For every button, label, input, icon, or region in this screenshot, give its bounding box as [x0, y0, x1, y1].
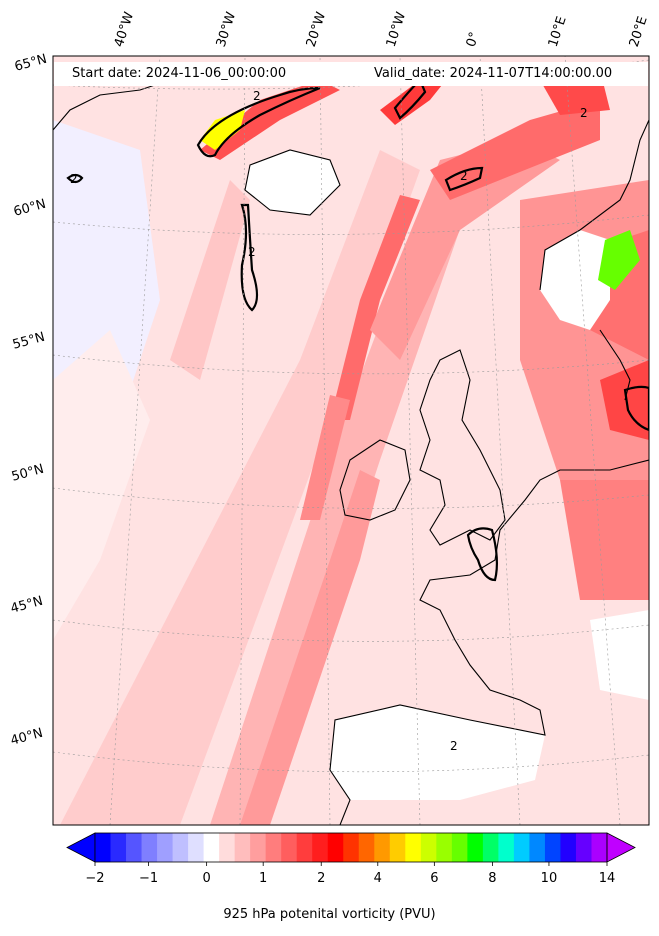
colorbar-swatch [420, 833, 437, 862]
colorbar-swatch [281, 833, 298, 862]
colorbar-tick-label: −2 [85, 871, 105, 886]
colorbar-swatch [157, 833, 174, 862]
colorbar-swatch [591, 833, 608, 862]
colorbar-tick-label: 14 [598, 871, 616, 886]
contour-label: 2 [580, 106, 588, 120]
header-band [54, 62, 648, 86]
contour-labels: 2 2 2 2 2 2 [70, 89, 588, 753]
colorbar-swatch [544, 833, 561, 862]
colorbar-outline [94, 832, 608, 863]
colorbar [66, 832, 636, 866]
colorbar-swatch [467, 833, 484, 862]
colorbar-swatch [327, 833, 344, 862]
colorbar-swatch [172, 833, 189, 862]
colorbar-swatch [188, 833, 205, 862]
colorbar-swatch [234, 833, 251, 862]
graticule [53, 56, 649, 825]
colorbar-swatch [296, 833, 313, 862]
colorbar-swatch [203, 833, 220, 862]
start-date-label: Start date: 2024-11-06_00:00:00 [72, 66, 287, 81]
colorbar-swatch [389, 833, 406, 862]
colorbar-under-triangle [66, 832, 96, 863]
colorbar-swatch [110, 833, 127, 862]
colorbar-swatch [374, 833, 391, 862]
colorbar-swatch [405, 833, 422, 862]
colorbar-swatch [498, 833, 515, 862]
colorbar-swatch [560, 833, 577, 862]
coastlines [53, 79, 649, 825]
pv-contours [66, 78, 649, 582]
colorbar-tick-label: 2 [317, 871, 326, 886]
colorbar-tick-label: 4 [373, 871, 382, 886]
colorbar-swatch [575, 833, 592, 862]
colorbar-swatch [141, 833, 158, 862]
colorbar-swatch [513, 833, 530, 862]
colorbar-swatch [343, 833, 360, 862]
colorbar-tick-label: 6 [430, 871, 439, 886]
colorbar-swatch [529, 833, 546, 862]
valid-date-label: Valid_date: 2024-11-07T14:00:00.00 [374, 66, 613, 81]
colorbar-swatch [250, 833, 267, 862]
colorbar-swatch [95, 833, 112, 862]
colorbar-swatch [451, 833, 468, 862]
colorbar-tick-label: 8 [488, 871, 497, 886]
contour-label: 2 [253, 89, 261, 103]
colorbar-swatch [436, 833, 453, 862]
colorbar-swatch [219, 833, 236, 862]
colorbar-tick-label: 0 [202, 871, 211, 886]
map-panel: 2 2 2 2 2 2 [53, 56, 649, 825]
colorbar-title: 925 hPa potenital vorticity (PVU) [223, 907, 436, 922]
colorbar-over-triangle [606, 832, 636, 863]
colorbar-tick-label: 1 [259, 871, 268, 886]
colorbar-tick-label: 10 [540, 871, 558, 886]
contour-label: 2 [460, 169, 468, 183]
contour-label: 2 [248, 245, 256, 259]
colorbar-swatch [265, 833, 282, 862]
colorbar-swatch [358, 833, 375, 862]
map-frame [52, 55, 650, 826]
colorbar-swatch [126, 833, 143, 862]
contour-label: 2 [70, 172, 78, 186]
colorbar-swatch [312, 833, 329, 862]
colorbar-swatch [482, 833, 499, 862]
contour-label: 2 [450, 739, 458, 753]
colorbar-tick-label: −1 [138, 871, 159, 886]
